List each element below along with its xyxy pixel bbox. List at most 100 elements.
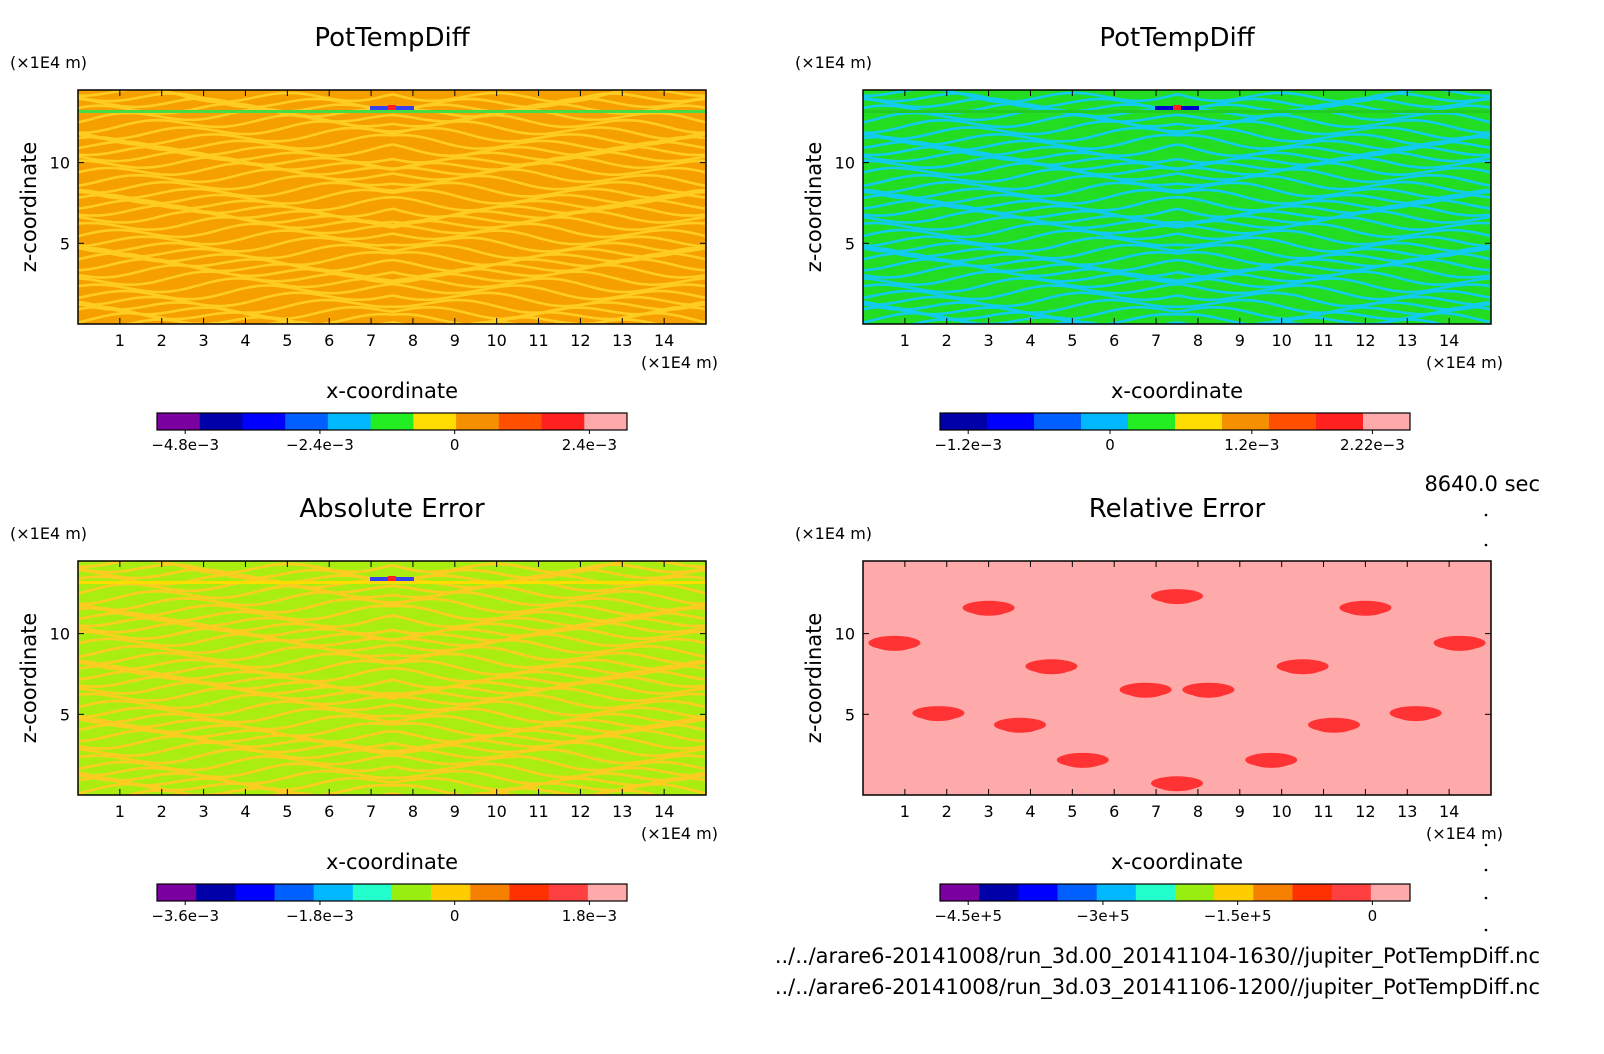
x-tick-label: 4	[1025, 802, 1035, 821]
x-tick-label: 9	[1235, 802, 1245, 821]
heatmap-stripe	[78, 270, 706, 287]
chart-panel-3: Absolute Error(×1E4 m)1 2 3 4 5 6 7 8 9 10 11 12 13 1…	[10, 494, 718, 925]
x-tick-label: 1	[115, 331, 125, 350]
heatmap-stripe	[78, 700, 706, 719]
colorbar-segment	[1018, 884, 1058, 901]
chart-panel-1: PotTempDiff(×1E4 m)1 2 3 4 5 6 7 8 9 10 11 12 13 1451…	[10, 23, 718, 454]
heatmap-stripe	[863, 215, 1491, 232]
heatmap-stripe	[863, 126, 1491, 147]
x-tick-label: 2	[157, 331, 167, 350]
x-tick-label: 13	[612, 802, 632, 821]
x-tick-label: 4	[240, 331, 250, 350]
x-tick-label: 3	[199, 331, 209, 350]
x-tick-label: 5	[1067, 331, 1077, 350]
heatmap-stripe	[78, 748, 706, 765]
y-axis-label: z-coordinate	[17, 613, 41, 744]
heatmap-stripe	[78, 707, 706, 725]
y-tick-label: 5	[60, 705, 70, 724]
colorbar-segment	[1363, 413, 1411, 430]
margin-dot	[1484, 868, 1488, 872]
margin-dot	[1484, 843, 1488, 847]
margin-dot	[1484, 513, 1488, 517]
x-tick-label: 9	[450, 802, 460, 821]
heatmap-stripe	[123, 318, 661, 324]
chart-panel-2: PotTempDiff(×1E4 m)1 2 3 4 5 6 7 8 9 10 11 12 13 1451…	[795, 23, 1503, 454]
x-tick-label: 11	[1313, 331, 1333, 350]
colorbar-segment	[1034, 413, 1082, 430]
colorbar-segment	[196, 884, 236, 901]
heatmap-band	[78, 110, 706, 113]
heatmap-stripe	[863, 167, 1491, 188]
colorbar-segment	[1175, 413, 1223, 430]
y-axis-label: z-coordinate	[802, 613, 826, 744]
x-tick-label: 10	[486, 331, 506, 350]
x-tick-label: 9	[450, 331, 460, 350]
heatmap-anomaly-core	[388, 105, 396, 110]
heatmap-stripe	[863, 229, 1491, 248]
x-tick-label: 14	[654, 802, 674, 821]
colorbar-segment	[1081, 413, 1129, 430]
colorbar-segment	[470, 884, 510, 901]
x-tick-label: 11	[1313, 802, 1333, 821]
heatmap-stripe	[78, 277, 706, 294]
chart-title: PotTempDiff	[314, 23, 470, 53]
heatmap-field	[863, 90, 1491, 324]
x-axis-label: x-coordinate	[1111, 379, 1243, 403]
colorbar-segment	[431, 884, 471, 901]
x-tick-label: 10	[1271, 331, 1291, 350]
x-tick-label: 6	[324, 331, 334, 350]
heatmap-blob	[920, 711, 957, 722]
colorbar-segment	[199, 413, 243, 430]
heatmap-stripe	[863, 161, 1491, 177]
x-tick-label: 3	[984, 802, 994, 821]
heatmap-blob	[1182, 682, 1235, 697]
heatmap-stripe	[863, 236, 1491, 254]
x-tick-label: 12	[1355, 802, 1375, 821]
colorbar: −1.2e−3 0 1.2e−3 2.22e−3	[934, 412, 1411, 454]
y-tick-label: 5	[60, 234, 70, 253]
colorbar-segment	[456, 413, 500, 430]
colorbar-segment	[313, 884, 354, 901]
colorbar-segment	[1175, 884, 1215, 901]
heatmap-stripe	[78, 769, 706, 786]
chart-title: Relative Error	[1089, 494, 1266, 524]
heatmap-stripe	[863, 113, 1491, 135]
heatmap-blob	[1276, 659, 1329, 674]
colorbar-tick-label: 2.22e−3	[1340, 436, 1405, 454]
y-tick-label: 10	[50, 625, 70, 644]
colorbar: −3.6e−3 −1.8e−3 0 1.8e−3	[151, 883, 628, 925]
x-axis-unit: (×1E4 m)	[1426, 824, 1503, 843]
x-tick-label: 13	[612, 331, 632, 350]
file-path-2: ../../arare6-20141008/run_3d.03_20141106…	[774, 975, 1540, 999]
x-tick-label: 3	[199, 802, 209, 821]
heatmap-stripe	[78, 714, 706, 731]
heatmap-stripe	[78, 584, 706, 606]
x-tick-label: 12	[570, 331, 590, 350]
x-tick-label: 5	[282, 331, 292, 350]
plot-frame	[77, 560, 707, 796]
heatmap-stripe	[78, 693, 706, 710]
y-tick-label: 5	[845, 705, 855, 724]
x-tick-label: 1	[900, 802, 910, 821]
heatmap-stripe	[78, 652, 706, 671]
heatmap-stripe	[78, 113, 706, 135]
x-tick-label: 5	[282, 802, 292, 821]
heatmap-stripe	[78, 161, 706, 177]
colorbar-tick-label: 0	[1368, 907, 1378, 925]
colorbar-tick-label: 0	[450, 907, 460, 925]
heatmap-stripe	[863, 222, 1491, 239]
heatmap-stripe	[863, 188, 1491, 205]
colorbar-segment	[392, 884, 432, 901]
plot-frame	[77, 89, 707, 325]
colorbar-segment	[235, 884, 275, 901]
colorbar-segment	[509, 884, 550, 901]
x-tick-label: 1	[900, 331, 910, 350]
colorbar-segment	[940, 413, 988, 430]
heatmap-blob	[1033, 664, 1070, 675]
heatmap-field	[78, 90, 706, 324]
heatmap-stripe	[863, 277, 1491, 294]
x-axis-label: x-coordinate	[1111, 850, 1243, 874]
x-tick-label: 7	[1151, 802, 1161, 821]
heatmap-blob	[1433, 635, 1486, 650]
x-tick-label: 6	[1109, 331, 1119, 350]
